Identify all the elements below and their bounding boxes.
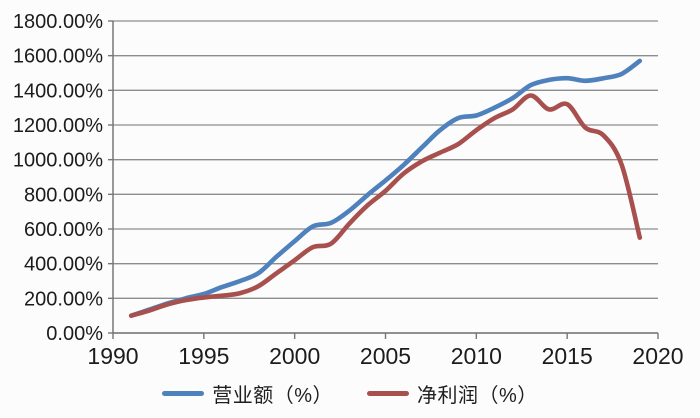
legend-swatch-net-profit-icon (367, 391, 409, 396)
legend-label-revenue: 营业额（%） (212, 385, 333, 407)
legend-label-net-profit: 净利润（%） (417, 385, 538, 407)
legend-item-net-profit: 净利润（%） (367, 379, 538, 408)
series-line-net-profit (128, 93, 643, 318)
x-tick-label: 2020 (632, 343, 683, 369)
chart-legend: 营业额（%） 净利润（%） (0, 379, 700, 408)
x-tick-label: 1990 (87, 343, 138, 369)
y-tick-label: 600.00% (24, 219, 103, 241)
legend-item-revenue: 营业额（%） (162, 379, 333, 408)
x-tick-label: 2000 (269, 343, 320, 369)
y-tick-label: 1200.00% (13, 115, 103, 137)
x-tick-label: 1995 (178, 343, 229, 369)
y-tick-label: 200.00% (24, 288, 103, 310)
y-tick-label: 800.00% (24, 184, 103, 206)
y-tick-label: 1800.00% (13, 11, 103, 33)
y-tick-label: 0.00% (46, 323, 103, 345)
x-tick-label: 2015 (542, 343, 593, 369)
y-tick-label: 1400.00% (13, 80, 103, 102)
legend-swatch-revenue-icon (162, 391, 205, 396)
series-line-revenue (128, 58, 643, 318)
x-tick-label: 2010 (451, 343, 502, 369)
y-tick-label: 1600.00% (13, 46, 103, 68)
x-tick-label: 2005 (360, 343, 411, 369)
y-tick-label: 1000.00% (13, 150, 103, 172)
y-tick-label: 400.00% (24, 254, 103, 276)
